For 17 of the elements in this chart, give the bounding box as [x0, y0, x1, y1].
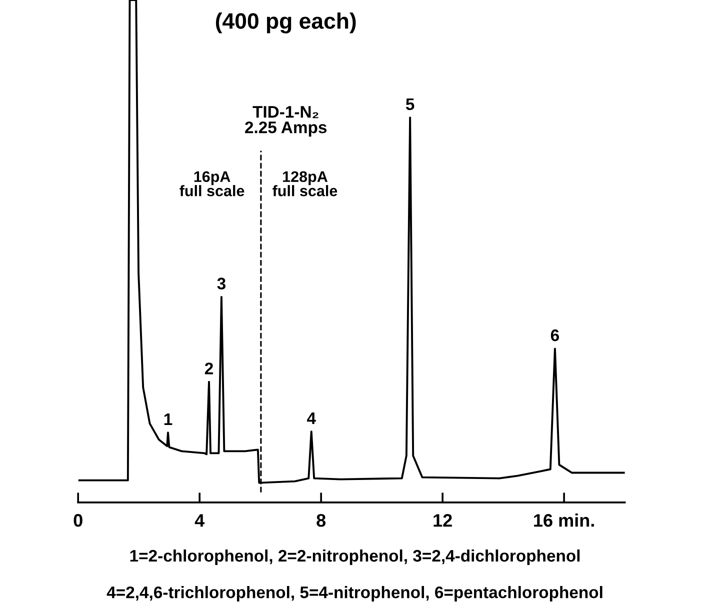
x-tick-label: 8: [316, 514, 326, 527]
text: 4=2,4,6-trichlorophenol, 5=4-nitrophenol, 6=pentachlorophenol: [106, 586, 602, 602]
x-tick-label: 16 min.: [534, 514, 594, 527]
annotation: 5: [406, 98, 414, 110]
annotation: 4: [306, 412, 316, 424]
annotation: 2: [204, 362, 213, 374]
annotation: 3: [217, 278, 226, 290]
annotation: TID-1-N₂ 2.25 Amps: [245, 106, 327, 137]
x-tick-label: 12: [434, 514, 452, 527]
text: (400 pg each): [216, 12, 356, 34]
annotation: 16pA full scale: [180, 171, 244, 196]
annotation: 128pA full scale: [272, 171, 338, 196]
annotation: 6: [550, 329, 559, 342]
x-tick-label: 4: [194, 514, 205, 527]
annotation: 1: [164, 413, 172, 425]
x-tick-label: 0: [74, 514, 82, 527]
text: 1=2-chlorophenol, 2=2-nitrophenol, 3=2,4-dichlorophenol: [130, 549, 580, 566]
